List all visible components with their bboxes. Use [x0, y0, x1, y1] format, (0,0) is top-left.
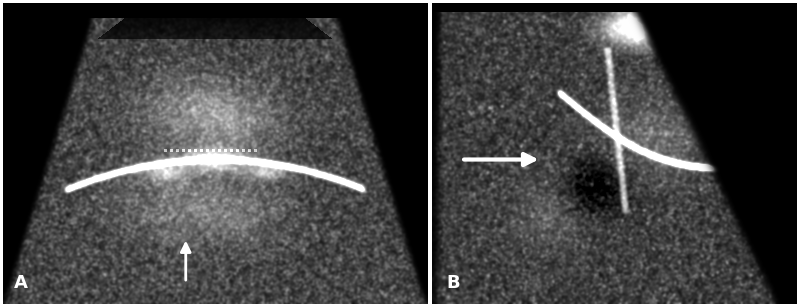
Text: A: A: [14, 274, 27, 292]
Text: B: B: [446, 274, 460, 292]
